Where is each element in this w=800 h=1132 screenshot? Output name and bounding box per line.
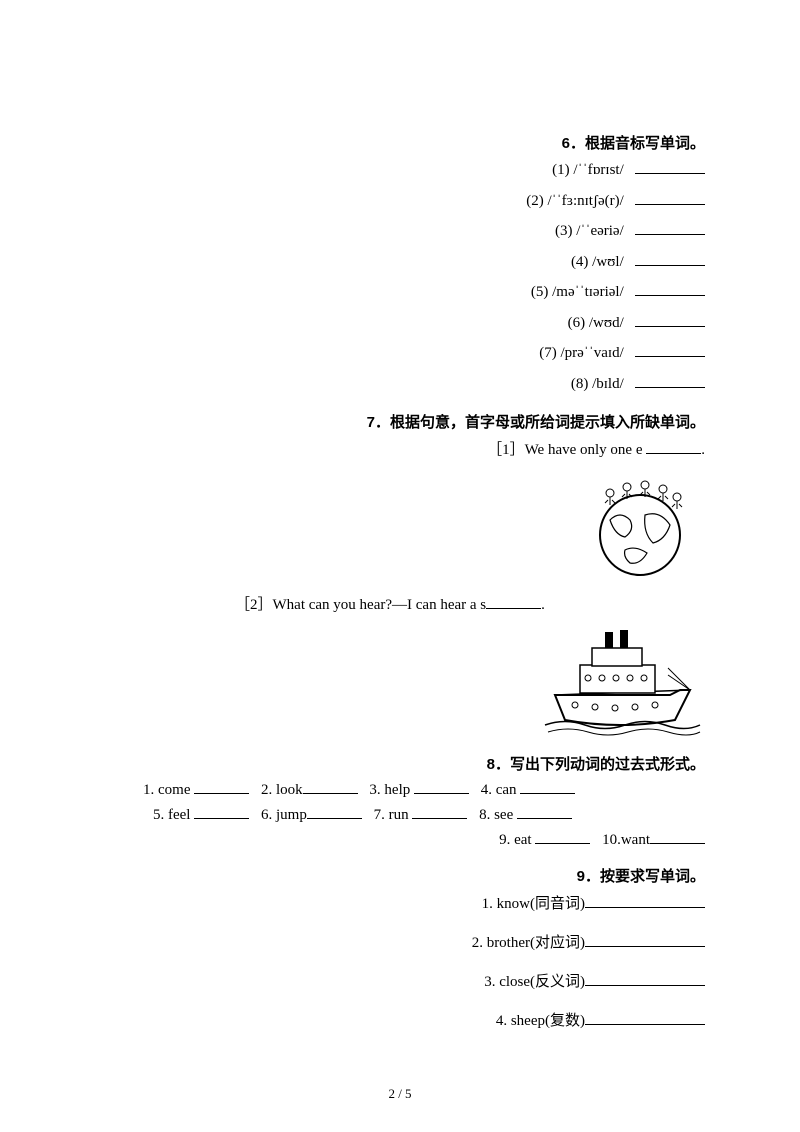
answer-blank[interactable] — [635, 313, 705, 327]
answer-blank[interactable] — [585, 972, 705, 986]
page-number: 2 / 5 — [0, 1086, 800, 1102]
section6-item: (1) /ˈˈfɒrɪst/ — [95, 159, 705, 182]
section6-item: (6) /wʊd/ — [95, 312, 705, 335]
section6-title: 6．根据音标写单词。 — [95, 132, 705, 153]
section6-item: (7) /prəˈˈvaɪd/ — [95, 342, 705, 365]
answer-blank[interactable] — [635, 160, 705, 174]
answer-blank[interactable] — [307, 805, 362, 819]
answer-blank[interactable] — [194, 805, 249, 819]
section8-row: 1. come 2. look 3. help 4. can — [95, 780, 705, 799]
answer-blank[interactable] — [486, 595, 541, 609]
section9-item: 1. know(同音词) — [95, 892, 705, 913]
section9-title: 9．按要求写单词。 — [95, 865, 705, 886]
answer-blank[interactable] — [635, 252, 705, 266]
answer-blank[interactable] — [414, 780, 469, 794]
answer-blank[interactable] — [517, 805, 572, 819]
answer-blank[interactable] — [412, 805, 467, 819]
section8-row: 5. feel 6. jump 7. run 8. see — [95, 805, 705, 824]
section9-item: 2. brother(对应词) — [95, 931, 705, 952]
section6-item: (8) /bɪld/ — [95, 373, 705, 396]
section7-q1: ［1］We have only one e . — [95, 438, 705, 459]
answer-blank[interactable] — [635, 343, 705, 357]
earth-image — [95, 465, 705, 585]
ship-image — [95, 620, 705, 745]
answer-blank[interactable] — [303, 780, 358, 794]
section6-item: (4) /wʊl/ — [95, 251, 705, 274]
answer-blank[interactable] — [520, 780, 575, 794]
section6-item: (5) /məˈˈtɪəriəl/ — [95, 281, 705, 304]
section8-title: 8．写出下列动词的过去式形式。 — [95, 753, 705, 774]
section9-item: 4. sheep(复数) — [95, 1009, 705, 1030]
answer-blank[interactable] — [194, 780, 249, 794]
answer-blank[interactable] — [535, 830, 590, 844]
section7-title: 7．根据句意，首字母或所给词提示填入所缺单词。 — [95, 411, 705, 432]
section8-row: 9. eat 10.want — [95, 830, 705, 849]
answer-blank[interactable] — [635, 191, 705, 205]
answer-blank[interactable] — [585, 1011, 705, 1025]
section6-item: (2) /ˈˈfɜ:nɪtʃə(r)/ — [95, 190, 705, 213]
section6-item: (3) /ˈˈeəriə/ — [95, 220, 705, 243]
answer-blank[interactable] — [585, 894, 705, 908]
answer-blank[interactable] — [646, 440, 701, 454]
answer-blank[interactable] — [650, 830, 705, 844]
answer-blank[interactable] — [585, 933, 705, 947]
section7-q2: ［2］What can you hear?—I can hear a s. — [95, 593, 705, 614]
answer-blank[interactable] — [635, 282, 705, 296]
section9-item: 3. close(反义词) — [95, 970, 705, 991]
answer-blank[interactable] — [635, 374, 705, 388]
answer-blank[interactable] — [635, 221, 705, 235]
